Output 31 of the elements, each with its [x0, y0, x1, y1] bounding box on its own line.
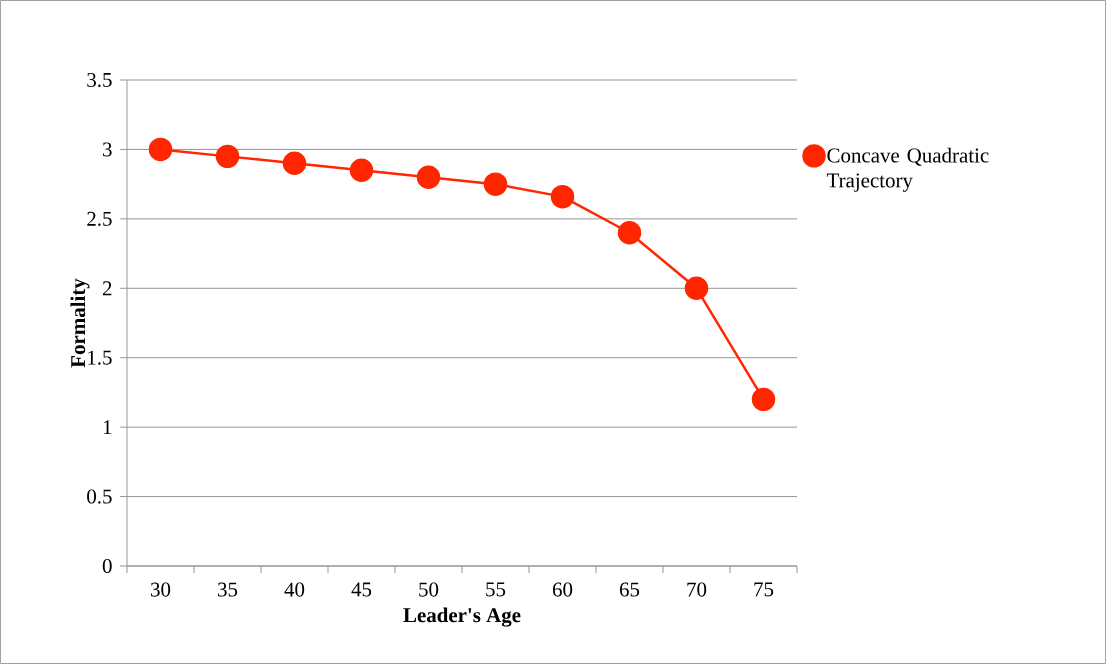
y-tick-label: 0 [102, 558, 112, 574]
x-tick-label: 30 [151, 582, 171, 597]
x-tick-label: 60 [552, 582, 573, 597]
x-tick-label: 55 [486, 582, 506, 597]
x-tick-label: 40 [284, 582, 305, 597]
legend-label: Concave Quadratic Trajectory [826, 147, 989, 192]
point [751, 387, 776, 412]
y-tick-label: 1 [103, 420, 112, 435]
x-tick-label: 50 [419, 582, 439, 597]
point [416, 165, 441, 189]
point [550, 184, 575, 209]
y-tick-label: 3.5 [87, 72, 112, 88]
x-tick-label: 45 [351, 582, 372, 597]
x-tick-label: 70 [687, 582, 707, 597]
point [617, 220, 642, 245]
point [684, 276, 709, 301]
y-tick-label: 2 [102, 281, 112, 296]
y-tick-label: 2.5 [87, 211, 112, 226]
y-axis-title: Formality [70, 278, 90, 368]
point [483, 172, 508, 196]
y-tick-label: 1.5 [88, 350, 112, 365]
y-tick-label: 0.5 [87, 489, 112, 504]
y-tick-label: 3 [103, 142, 112, 157]
x-tick-label: 35 [218, 582, 238, 597]
point [349, 158, 374, 183]
point [148, 137, 173, 162]
x-tick-label: 65 [619, 582, 640, 597]
x-axis-title: Leader's Age [403, 607, 521, 627]
point [215, 144, 240, 169]
point [282, 151, 307, 176]
x-tick-label: 75 [754, 582, 774, 597]
